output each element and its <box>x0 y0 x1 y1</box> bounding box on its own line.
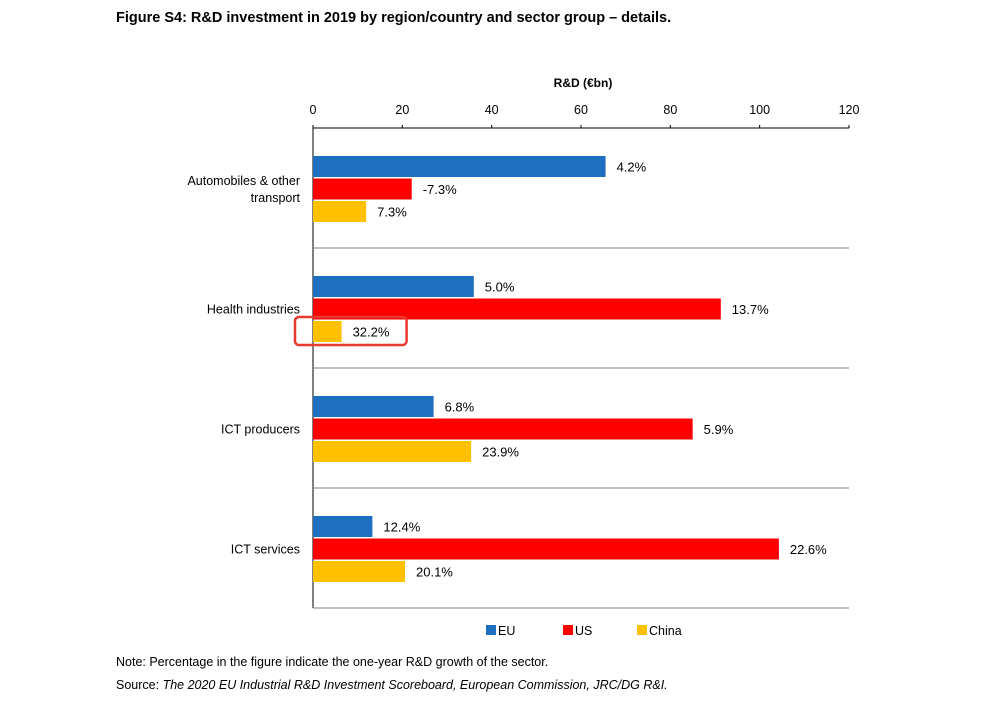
category-label: ICT producers <box>221 423 300 437</box>
x-tick-label: 40 <box>485 103 499 117</box>
category-label: Automobiles & other <box>187 174 300 188</box>
bar-label-china: 20.1% <box>416 565 453 580</box>
bar-eu <box>313 516 373 537</box>
bar-eu <box>313 156 606 177</box>
category-label: Health industries <box>207 303 300 317</box>
bar-chart: R&D (€bn) 0 20 40 60 80 100 120 Automobiles & ot… <box>187 76 860 638</box>
legend-swatch-us <box>563 625 573 635</box>
bar-label-us: 13.7% <box>732 302 769 317</box>
bar-eu <box>313 396 434 417</box>
figure-title: Figure S4: R&D investment in 2019 by reg… <box>116 10 672 26</box>
bar-china <box>313 321 342 342</box>
x-tick-label: 120 <box>839 103 860 117</box>
bar-label-china: 7.3% <box>377 205 407 220</box>
bar-label-eu: 6.8% <box>445 400 475 415</box>
x-tick-label: 80 <box>663 103 677 117</box>
bar-us <box>313 418 693 440</box>
x-tick-label: 100 <box>749 103 770 117</box>
bar-china <box>313 561 406 582</box>
bar-label-eu: 5.0% <box>485 280 515 295</box>
legend-label-china: China <box>649 624 682 638</box>
bar-label-us: -7.3% <box>423 182 457 197</box>
legend-swatch-china <box>637 625 647 635</box>
legend-swatch-eu <box>486 625 496 635</box>
x-tick-label: 20 <box>395 103 409 117</box>
category-label: transport <box>251 191 301 205</box>
bar-label-eu: 12.4% <box>383 520 420 535</box>
x-axis-title: R&D (€bn) <box>554 76 613 90</box>
bar-label-us: 5.9% <box>704 422 734 437</box>
bar-label-us: 22.6% <box>790 542 827 557</box>
figure-source: Source: The 2020 EU Industrial R&D Inves… <box>116 678 668 692</box>
highlight-box <box>293 315 408 347</box>
bar-label-china: 23.9% <box>482 445 519 460</box>
figure-note: Note: Percentage in the figure indicate … <box>116 655 549 669</box>
x-tick-label: 60 <box>574 103 588 117</box>
bar-eu <box>313 276 474 297</box>
bar-us <box>313 298 721 320</box>
category-label: ICT services <box>231 543 300 557</box>
legend-label-eu: EU <box>498 624 515 638</box>
legend-label-us: US <box>575 624 592 638</box>
bar-us <box>313 538 779 560</box>
source-prefix: Source: <box>116 678 163 692</box>
x-tick-label: 0 <box>310 103 317 117</box>
bar-label-eu: 4.2% <box>617 160 647 175</box>
bar-china <box>313 201 367 222</box>
bar-us <box>313 178 412 200</box>
bar-china <box>313 441 472 462</box>
source-text: The 2020 EU Industrial R&D Investment Sc… <box>162 678 668 692</box>
bar-label-china: 32.2% <box>353 325 390 340</box>
